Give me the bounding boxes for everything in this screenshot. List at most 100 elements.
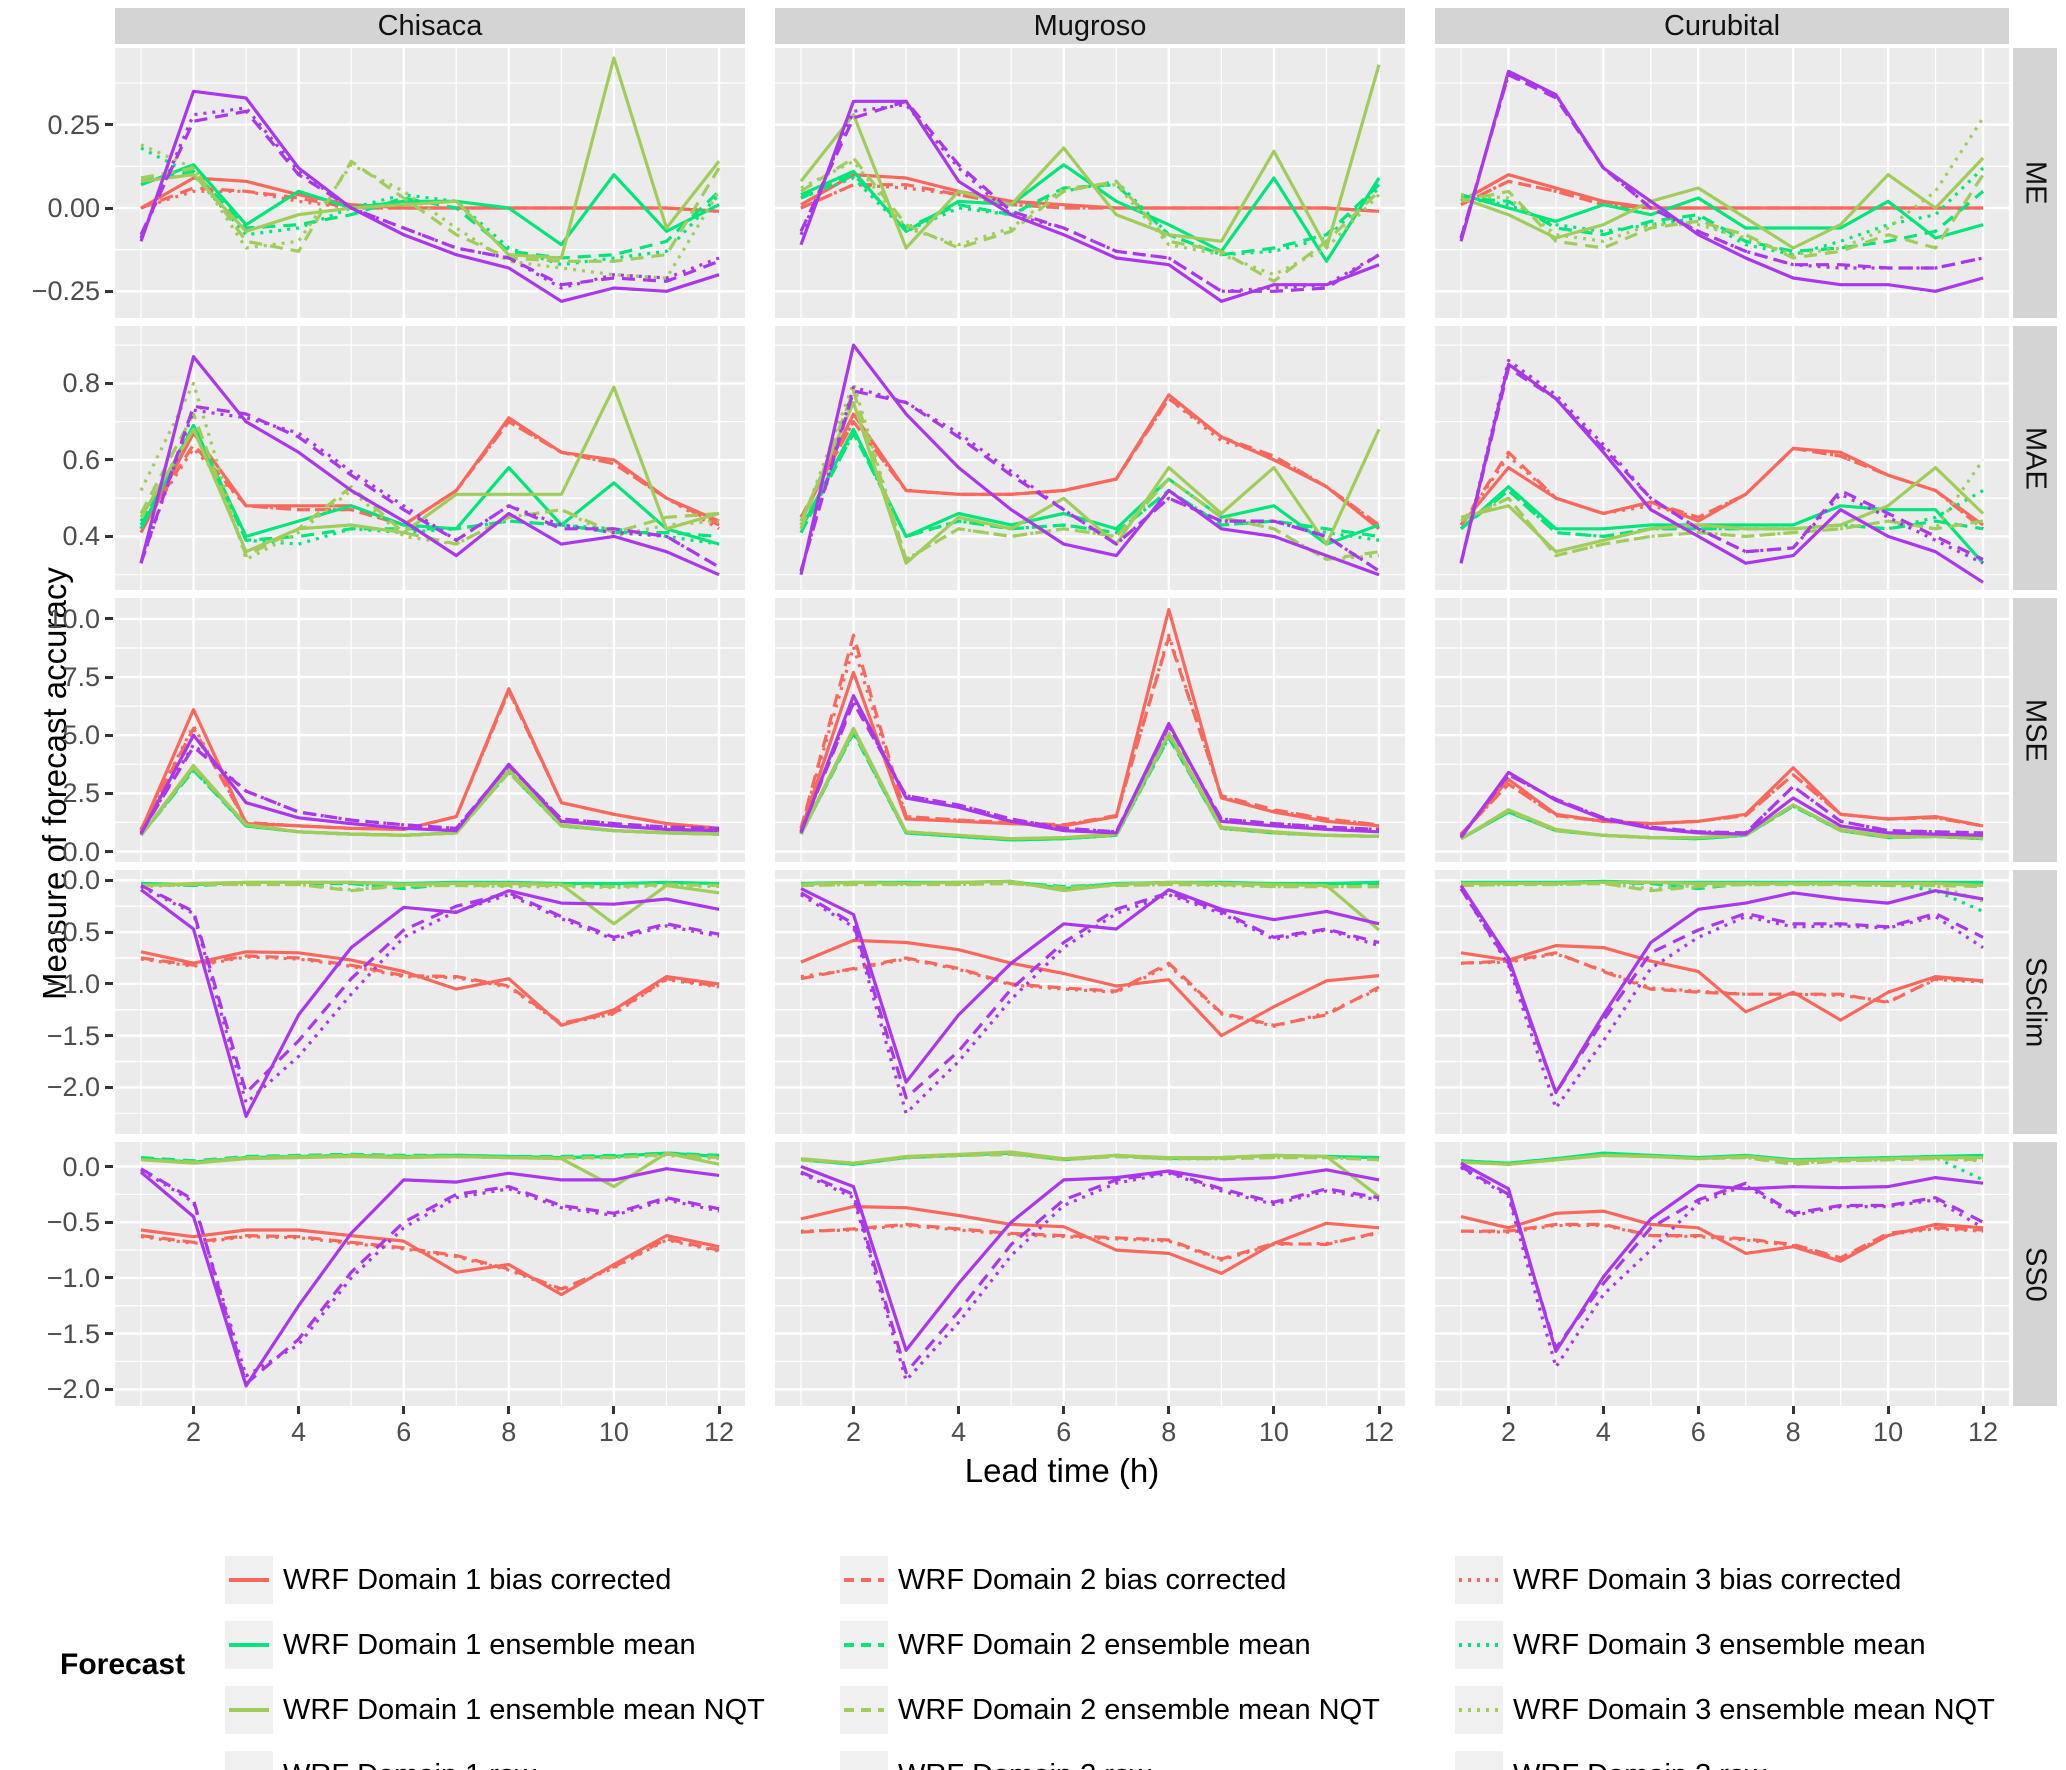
legend-label-d3raw: WRF Domain 3 raw [1513,1759,1766,1770]
series-d2em [1460,190,1985,253]
series-d1raw [799,99,1380,303]
series-d2nqt [139,766,720,837]
series-d3nqt [800,1152,1380,1165]
panel-ME-Curubital [1435,48,2009,318]
y-tick-ME-0.25: 0.25 [47,109,100,140]
panel-MAE-Mugroso [775,326,1405,590]
series-d2nqt [140,1152,720,1164]
legend-key-d1em [225,1621,273,1669]
series-d1nqt [799,64,1381,250]
y-tick-MAE-0.8: 0.8 [62,368,100,399]
series-d2raw [140,884,720,1095]
series-d2raw [1459,73,1984,270]
y-tickmark [105,289,113,293]
legend-label-d2bc: WRF Domain 2 bias corrected [898,1563,1287,1596]
series-d3nqt [1460,881,1984,903]
series-d1bc [800,938,1380,1038]
series-d2nqt [799,389,1380,561]
series-d3bc [800,957,1380,1028]
panel-SS0-Curubital [1435,1142,2009,1406]
panel-SSclim-Chisaca [115,870,745,1134]
series-d3bc [1459,446,1985,531]
x-tick-Curubital-6: 6 [1690,1417,1706,1447]
legend-label-d3nqt: WRF Domain 3 ensemble mean NQT [1513,1693,1995,1726]
y-tick-SS0-−0.5: −0.5 [46,1207,100,1238]
x-tick-Curubital-8: 8 [1785,1417,1801,1447]
series-d3nqt [140,882,720,892]
y-tick-MSE-10.0: 10.0 [47,603,100,634]
y-tickmark [105,458,113,462]
series-d1raw [139,1167,720,1388]
legend-title: Forecast [60,1648,186,1681]
x-tickmark [1981,1406,1985,1414]
facet-row-strip-ME: ME [2013,48,2057,318]
x-tickmark [507,1406,511,1414]
y-tickmark [105,1165,113,1168]
panel-ME-Chisaca [115,48,745,318]
series-d2raw [799,701,1380,834]
y-tick-SS0-0.0: 0.0 [62,1151,100,1182]
series-d2nqt [800,881,1379,890]
y-tickmark [105,1220,113,1224]
series-d3nqt [1460,1153,1984,1166]
series-d2nqt [800,1152,1380,1165]
y-tick-ME-0.00: 0.00 [47,193,100,223]
series-d2nqt [140,882,720,893]
legend-label-d3bc: WRF Domain 3 bias corrected [1513,1563,1902,1596]
panel-SSclim-Curubital [1435,870,2009,1134]
legend-key-d1raw [225,1751,273,1770]
x-tick-Mugroso-4: 4 [951,1417,967,1447]
y-tickmark [105,381,113,385]
x-tickmark [402,1406,406,1414]
y-tickmark [105,534,113,538]
y-tick-SS0-−1.5: −1.5 [46,1318,100,1349]
series-d1raw [800,1165,1380,1352]
series-d2bc [1459,446,1985,531]
y-tickmark [105,1034,113,1038]
x-tickmark [1062,1406,1066,1414]
series-d3bc [140,1235,720,1292]
x-tick-Curubital-2: 2 [1500,1417,1516,1447]
x-tickmark [1696,1406,1700,1414]
series-d1em [1460,193,1984,240]
facet-col-strip-Chisaca: Chisaca [115,8,745,44]
y-tickmark [105,733,113,737]
legend-label-d2em: WRF Domain 2 ensemble mean [898,1628,1311,1661]
x-tickmark [852,1406,856,1414]
facet-col-strip-Curubital: Curubital [1435,8,2009,44]
x-tickmark [717,1406,721,1414]
y-tickmark [105,930,113,934]
legend-item-d2nqt: WRF Domain 2 ensemble mean NQT [840,1686,1380,1734]
y-tickmark [105,123,113,127]
legend-label-d2raw: WRF Domain 2 raw [898,1759,1151,1770]
legend-label-d1raw: WRF Domain 1 raw [283,1759,536,1770]
y-tickmark [105,206,113,210]
series-d3nqt [1460,803,1984,841]
series-d2raw [139,109,720,287]
legend-item-d1raw: WRF Domain 1 raw [225,1751,536,1770]
series-d1bc [140,950,720,1027]
facet-row-strip-MAE: MAE [2013,326,2057,590]
legend-key-d2bc [840,1556,888,1604]
series-d3raw [139,408,720,569]
x-tickmark [297,1406,301,1414]
legend-item-d3em: WRF Domain 3 ensemble mean [1455,1621,1926,1669]
y-tickmark [105,791,113,795]
series-d3nqt [140,1153,720,1164]
legend-label-d2nqt: WRF Domain 2 ensemble mean NQT [898,1693,1380,1726]
x-tickmark [1506,1406,1510,1414]
series-d2nqt [800,156,1381,283]
legend-item-d1nqt: WRF Domain 1 ensemble mean NQT [225,1686,765,1734]
legend-key-d2raw [840,1751,888,1770]
legend-item-d2em: WRF Domain 2 ensemble mean [840,1621,1311,1669]
legend-item-d3raw: WRF Domain 3 raw [1455,1751,1766,1770]
series-d3raw [139,742,720,834]
x-tickmark [957,1406,961,1414]
series-d2raw [140,1167,720,1386]
facet-col-strip-Mugroso: Mugroso [775,8,1405,44]
legend-label-d1bc: WRF Domain 1 bias corrected [283,1563,672,1596]
series-d3bc [799,633,1380,829]
y-tick-SS0-−2.0: −2.0 [46,1374,100,1405]
facet-row-strip-MSE: MSE [2013,598,2057,862]
series-d3raw [800,1171,1380,1382]
